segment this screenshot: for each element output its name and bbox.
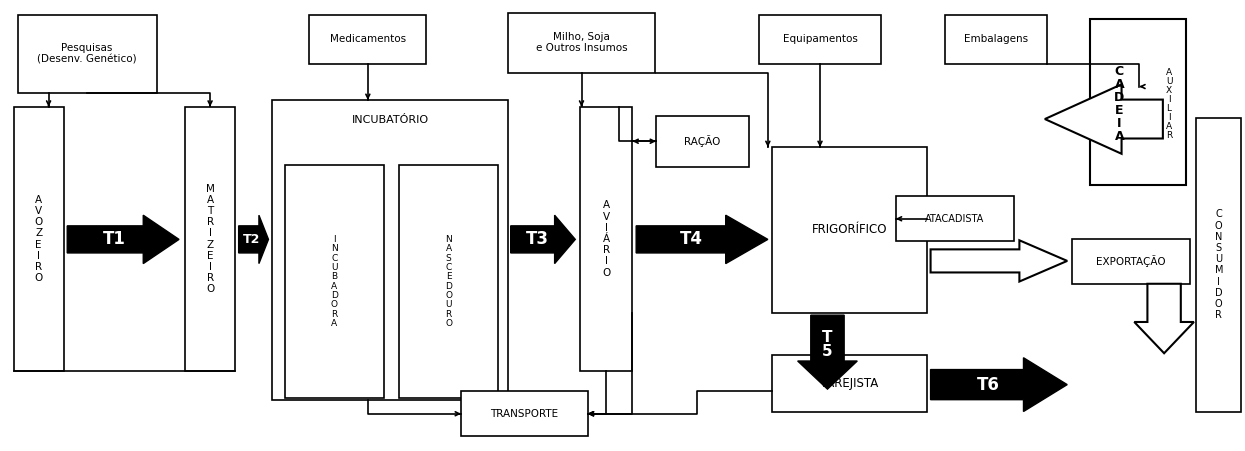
Text: T
5: T 5: [822, 330, 833, 359]
Text: N
A
S
C
E
D
O
U
R
O: N A S C E D O U R O: [446, 235, 452, 328]
Text: T1: T1: [103, 230, 126, 249]
FancyBboxPatch shape: [186, 107, 235, 371]
Text: ATACADISTA: ATACADISTA: [925, 214, 985, 224]
Text: Embalagens: Embalagens: [965, 34, 1028, 45]
Text: C
A
D
E
I
A: C A D E I A: [1114, 65, 1124, 143]
Polygon shape: [1045, 84, 1163, 154]
Text: Medicamentos: Medicamentos: [330, 34, 406, 45]
Polygon shape: [1134, 284, 1194, 353]
FancyBboxPatch shape: [398, 165, 498, 398]
Text: M
A
T
R
I
Z
E
I
R
O: M A T R I Z E I R O: [205, 184, 214, 295]
Text: T2: T2: [243, 233, 260, 246]
Text: T4: T4: [680, 230, 703, 249]
FancyBboxPatch shape: [14, 107, 63, 371]
Polygon shape: [239, 215, 269, 263]
Text: C
O
N
S
U
M
I
D
O
R: C O N S U M I D O R: [1215, 209, 1223, 320]
FancyBboxPatch shape: [759, 15, 881, 64]
Polygon shape: [798, 315, 858, 389]
FancyBboxPatch shape: [273, 100, 508, 400]
Polygon shape: [67, 215, 179, 263]
Text: Milho, Soja
e Outros Insumos: Milho, Soja e Outros Insumos: [535, 32, 627, 54]
Text: A
V
I
Á
R
I
O: A V I Á R I O: [603, 200, 610, 277]
Polygon shape: [510, 215, 575, 263]
FancyBboxPatch shape: [772, 355, 926, 411]
FancyBboxPatch shape: [508, 13, 655, 73]
Text: EXPORTAÇÃO: EXPORTAÇÃO: [1097, 255, 1167, 267]
Text: A
V
O
Z
E
I
R
O: A V O Z E I R O: [35, 195, 42, 283]
Text: I
N
C
U
B
A
D
O
R
A: I N C U B A D O R A: [331, 235, 337, 328]
Text: INCUBATÓRIO: INCUBATÓRIO: [351, 115, 428, 125]
FancyBboxPatch shape: [580, 107, 632, 371]
FancyBboxPatch shape: [656, 116, 749, 167]
FancyBboxPatch shape: [1196, 118, 1241, 411]
Text: Pesquisas
(Desenv. Genético): Pesquisas (Desenv. Genético): [37, 43, 137, 64]
FancyBboxPatch shape: [945, 15, 1047, 64]
FancyBboxPatch shape: [310, 15, 426, 64]
FancyBboxPatch shape: [285, 165, 383, 398]
Text: Equipamentos: Equipamentos: [783, 34, 858, 45]
Polygon shape: [636, 215, 768, 263]
Text: T6: T6: [976, 376, 1000, 394]
Polygon shape: [930, 240, 1067, 281]
FancyBboxPatch shape: [772, 147, 926, 313]
FancyBboxPatch shape: [17, 15, 157, 93]
Text: A
U
X
I
L
I
A
R: A U X I L I A R: [1165, 69, 1173, 140]
FancyBboxPatch shape: [896, 196, 1013, 241]
Text: TRANSPORTE: TRANSPORTE: [491, 409, 559, 419]
Text: RAÇÃO: RAÇÃO: [685, 135, 721, 147]
Text: VAREJISTA: VAREJISTA: [819, 377, 879, 390]
FancyBboxPatch shape: [461, 391, 588, 436]
Polygon shape: [930, 358, 1067, 411]
Text: FRIGORÍFICO: FRIGORÍFICO: [812, 224, 886, 236]
Text: T3: T3: [527, 230, 549, 249]
FancyBboxPatch shape: [1089, 19, 1186, 185]
FancyBboxPatch shape: [1072, 239, 1190, 284]
